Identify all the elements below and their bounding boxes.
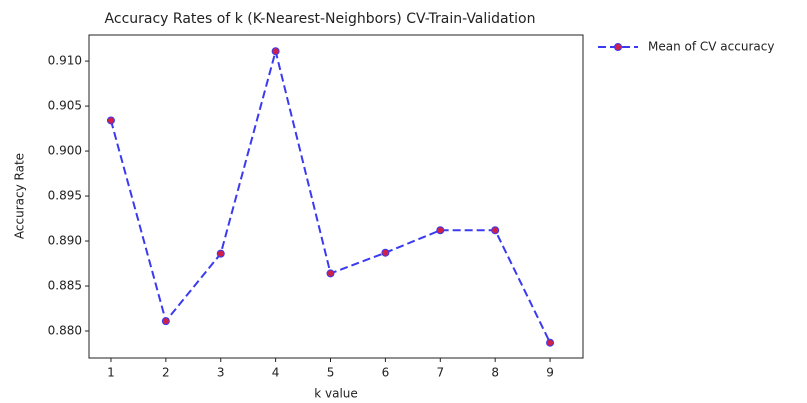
data-point: [491, 226, 500, 235]
x-tick-label: 3: [217, 366, 225, 380]
y-axis-label: Accuracy Rate: [13, 153, 27, 239]
y-tick-label: 0.910: [48, 54, 82, 68]
x-tick-label: 5: [327, 366, 335, 380]
data-point: [381, 248, 390, 257]
legend-label: Mean of CV accuracy: [648, 40, 774, 54]
x-tick-label: 6: [382, 366, 390, 380]
y-tick-label: 0.905: [48, 99, 82, 113]
y-tick-label: 0.895: [48, 189, 82, 203]
x-tick-label: 8: [491, 366, 499, 380]
data-point: [106, 116, 115, 125]
y-tick-label: 0.885: [48, 279, 82, 293]
data-line: [109, 47, 551, 344]
y-tick-label: 0.880: [48, 324, 82, 338]
x-tick-label: 2: [162, 366, 170, 380]
x-tick-label: 7: [436, 366, 444, 380]
chart-title: Accuracy Rates of k (K-Nearest-Neighbors…: [105, 11, 536, 27]
x-tick-label: 4: [272, 366, 280, 380]
x-axis-label: k value: [314, 387, 358, 401]
data-point: [546, 338, 555, 347]
y-tick-label: 0.890: [48, 234, 82, 248]
data-point: [436, 226, 445, 235]
data-point: [161, 317, 170, 326]
legend-marker: [614, 43, 622, 51]
data-point: [326, 269, 335, 278]
x-tick-label: 1: [107, 366, 115, 380]
y-tick-label: 0.900: [48, 144, 82, 158]
data-point: [271, 47, 280, 56]
data-point: [216, 249, 225, 258]
x-tick-label: 9: [546, 366, 554, 380]
